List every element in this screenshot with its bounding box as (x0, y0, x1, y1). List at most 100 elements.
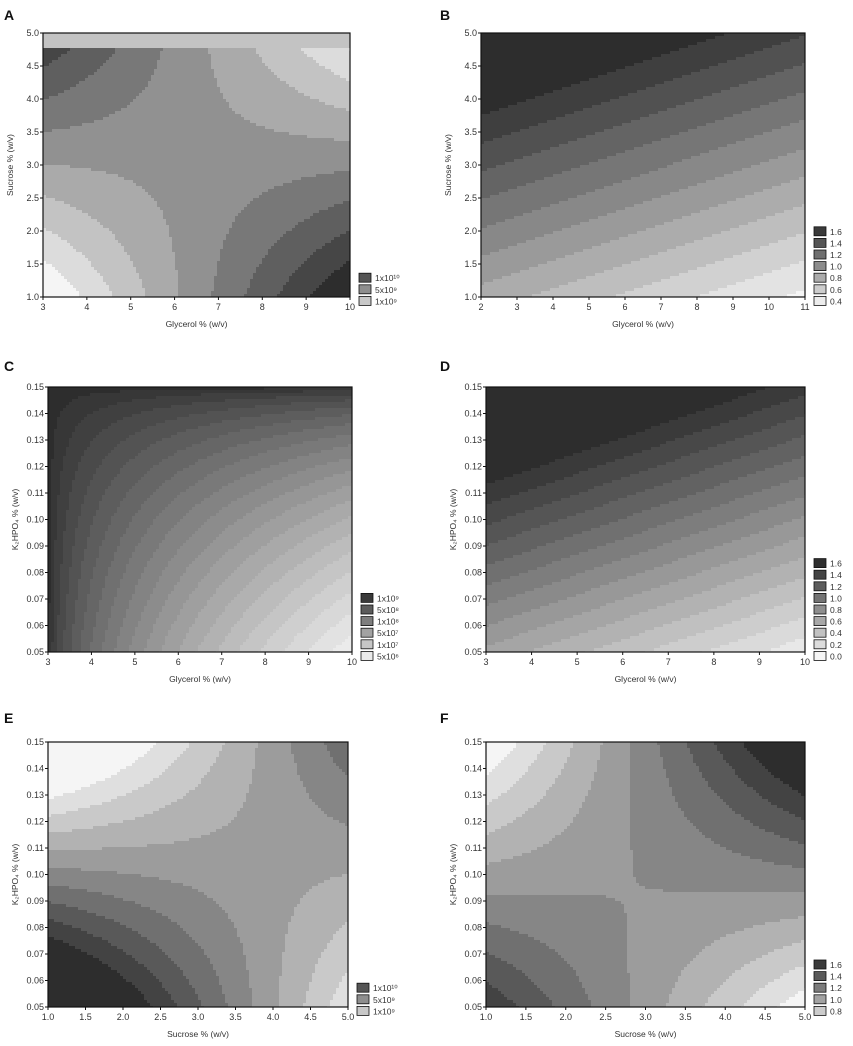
legend-swatch (359, 273, 371, 282)
y-tick-label: 0.12 (464, 462, 482, 472)
y-tick-label: 0.11 (27, 488, 44, 498)
legend-label: 1.6 (830, 960, 842, 970)
x-tick-label: 6 (622, 302, 627, 312)
y-tick-label: 0.09 (464, 896, 482, 906)
x-tick-label: 5 (128, 302, 133, 312)
legend-label: 1.2 (830, 250, 842, 260)
panel-letter: C (4, 358, 14, 374)
legend-label: 0.2 (830, 640, 842, 650)
x-tick-label: 8 (711, 657, 716, 667)
x-axis-label: Glycerol % (w/v) (169, 674, 231, 684)
x-tick-label: 9 (757, 657, 762, 667)
y-tick-label: 2.5 (26, 193, 39, 203)
legend-label: 0.0 (830, 651, 842, 661)
legend-label: 0.6 (830, 285, 842, 295)
legend-swatch (361, 593, 373, 602)
y-tick-label: 3.0 (26, 160, 39, 170)
x-tick-label: 4.0 (267, 1012, 280, 1022)
x-tick-label: 7 (216, 302, 221, 312)
y-tick-label: 0.13 (26, 435, 44, 445)
y-tick-label: 0.05 (26, 1002, 44, 1012)
legend-label: 1x10¹⁰ (375, 273, 400, 283)
legend-label: 0.6 (830, 617, 842, 627)
legend-swatch (361, 628, 373, 637)
legend-swatch (814, 617, 826, 626)
x-tick-label: 2.5 (599, 1012, 612, 1022)
y-tick-label: 4.0 (26, 94, 39, 104)
legend-label: 1x10¹⁰ (373, 983, 398, 993)
y-tick-label: 2.0 (464, 226, 477, 236)
x-tick-label: 11 (800, 302, 809, 312)
y-tick-label: 0.13 (26, 790, 44, 800)
legend-swatch (357, 995, 369, 1004)
x-axis-label: Glycerol % (w/v) (615, 674, 677, 684)
legend-swatch (359, 285, 371, 294)
y-tick-label: 0.06 (464, 976, 482, 986)
y-tick-label: 0.11 (465, 488, 482, 498)
panel-letter: A (4, 7, 14, 23)
y-tick-label: 0.09 (464, 541, 482, 551)
x-tick-label: 7 (666, 657, 671, 667)
y-tick-label: 0.10 (464, 870, 482, 880)
panel-f: F1.0 1.5 2.0 2.5 3.0 3.5 4.0 4.5 5.00.050.060.07… (440, 710, 842, 1039)
legend-swatch (814, 1006, 826, 1015)
x-tick-label: 2.5 (154, 1012, 167, 1022)
y-tick-label: 0.05 (26, 647, 44, 657)
legend-label: 1x10⁹ (373, 1006, 395, 1016)
contour-fill (43, 33, 350, 297)
legend-swatch (814, 273, 826, 282)
y-tick-label: 0.07 (464, 949, 482, 959)
legend-swatch (814, 582, 826, 591)
x-tick-label: 1.0 (42, 1012, 55, 1022)
x-tick-label: 2 (478, 302, 483, 312)
legend-label: 1.0 (830, 995, 842, 1005)
y-tick-label: 2.5 (464, 193, 477, 203)
legend-label: 1.4 (830, 570, 842, 580)
legend-swatch (814, 983, 826, 992)
y-tick-label: 0.12 (26, 462, 44, 472)
contour-fill (48, 387, 352, 652)
x-tick-label: 5.0 (342, 1012, 355, 1022)
x-tick-label: 6 (620, 657, 625, 667)
y-tick-label: 0.10 (26, 515, 44, 525)
y-tick-label: 0.10 (26, 870, 44, 880)
legend-swatch (361, 651, 373, 660)
legend-label: 1.6 (830, 227, 842, 237)
y-tick-label: 3.5 (464, 127, 477, 137)
legend-swatch (357, 983, 369, 992)
y-tick-label: 0.06 (26, 976, 44, 986)
legend-swatch (814, 640, 826, 649)
y-tick-label: 0.13 (464, 435, 482, 445)
y-tick-label: 0.14 (464, 764, 482, 774)
x-tick-label: 4.5 (304, 1012, 317, 1022)
x-tick-label: 2.0 (559, 1012, 572, 1022)
y-tick-label: 0.09 (26, 541, 44, 551)
legend-label: 0.8 (830, 1006, 842, 1016)
x-tick-label: 3 (45, 657, 50, 667)
y-tick-label: 0.15 (464, 737, 482, 747)
x-tick-label: 8 (263, 657, 268, 667)
x-tick-label: 2.0 (117, 1012, 130, 1022)
x-tick-label: 3.5 (229, 1012, 242, 1022)
legend-swatch (361, 640, 373, 649)
legend-label: 5x10⁸ (377, 605, 399, 615)
legend-label: 1.0 (830, 593, 842, 603)
contour-fill (48, 742, 348, 1007)
x-tick-label: 8 (694, 302, 699, 312)
x-tick-label: 4 (550, 302, 555, 312)
legend-label: 1.4 (830, 972, 842, 982)
panel-b: B2 3 4 5 6 7 8 9 10 111.01.52.02.53.03.54.04.55.0… (440, 7, 842, 329)
legend-swatch (814, 972, 826, 981)
y-tick-label: 0.15 (26, 382, 44, 392)
y-tick-label: 0.15 (464, 382, 482, 392)
legend: 1.61.41.21.00.8 (814, 960, 842, 1016)
panel-c: C3 4 5 6 7 8 9 100.050.060.070.080.090.100.110.… (4, 358, 399, 684)
x-tick-label: 6 (176, 657, 181, 667)
legend-label: 0.8 (830, 605, 842, 615)
legend-swatch (814, 262, 826, 271)
x-tick-label: 7 (658, 302, 663, 312)
x-tick-label: 3.0 (639, 1012, 652, 1022)
